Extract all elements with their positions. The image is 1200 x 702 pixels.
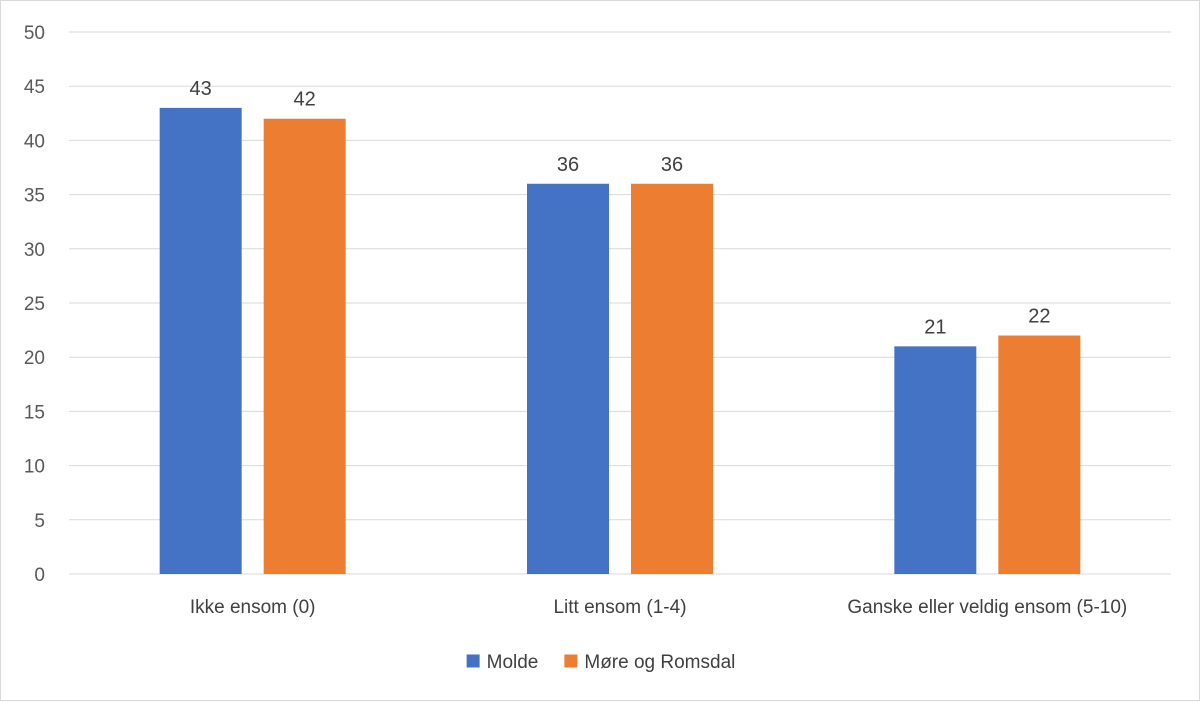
data-label: 36: [661, 154, 683, 176]
y-tick-label: 40: [24, 131, 45, 152]
y-tick-label: 45: [24, 77, 45, 98]
y-tick-label: 5: [34, 511, 45, 532]
bar-molde: [527, 183, 609, 574]
y-tick-label: 10: [24, 457, 45, 478]
x-category-label: Ganske eller veldig ensom (5-10): [847, 597, 1127, 618]
data-label: 22: [1028, 306, 1050, 328]
bars: [159, 107, 1081, 574]
legend-label: Molde: [487, 652, 539, 673]
y-tick-label: 15: [24, 402, 45, 423]
y-tick-label: 35: [24, 186, 45, 207]
y-tick-label: 20: [24, 348, 45, 369]
data-label: 42: [294, 89, 316, 111]
y-tick-label: 30: [24, 240, 45, 261]
gridlines: [69, 31, 1171, 575]
legend-swatch: [466, 654, 480, 668]
y-tick-label: 25: [24, 294, 45, 315]
y-axis-tick-labels: 0 5 10 15 20 25 30 35 40 45 50: [24, 23, 45, 586]
bar-molde: [894, 346, 977, 574]
legend-label: Møre og Romsdal: [584, 652, 735, 673]
x-category-label: Litt ensom (1-4): [553, 597, 686, 618]
data-label: 43: [190, 78, 212, 100]
legend: Molde Møre og Romsdal: [466, 652, 735, 673]
bar-more-og-romsdal: [263, 118, 346, 574]
bar-more-og-romsdal: [631, 183, 713, 574]
x-category-label: Ikke ensom (0): [190, 597, 316, 618]
y-tick-label: 50: [24, 23, 45, 44]
y-tick-label: 0: [34, 565, 45, 586]
data-labels: 43 42 36 36 21 22: [190, 78, 1051, 338]
bar-more-og-romsdal: [998, 335, 1081, 574]
data-label: 36: [557, 154, 579, 176]
legend-swatch: [564, 654, 578, 668]
bar-molde: [159, 107, 242, 574]
data-label: 21: [924, 316, 946, 338]
x-axis-category-labels: Ikke ensom (0) Litt ensom (1-4) Ganske ell…: [190, 597, 1127, 618]
